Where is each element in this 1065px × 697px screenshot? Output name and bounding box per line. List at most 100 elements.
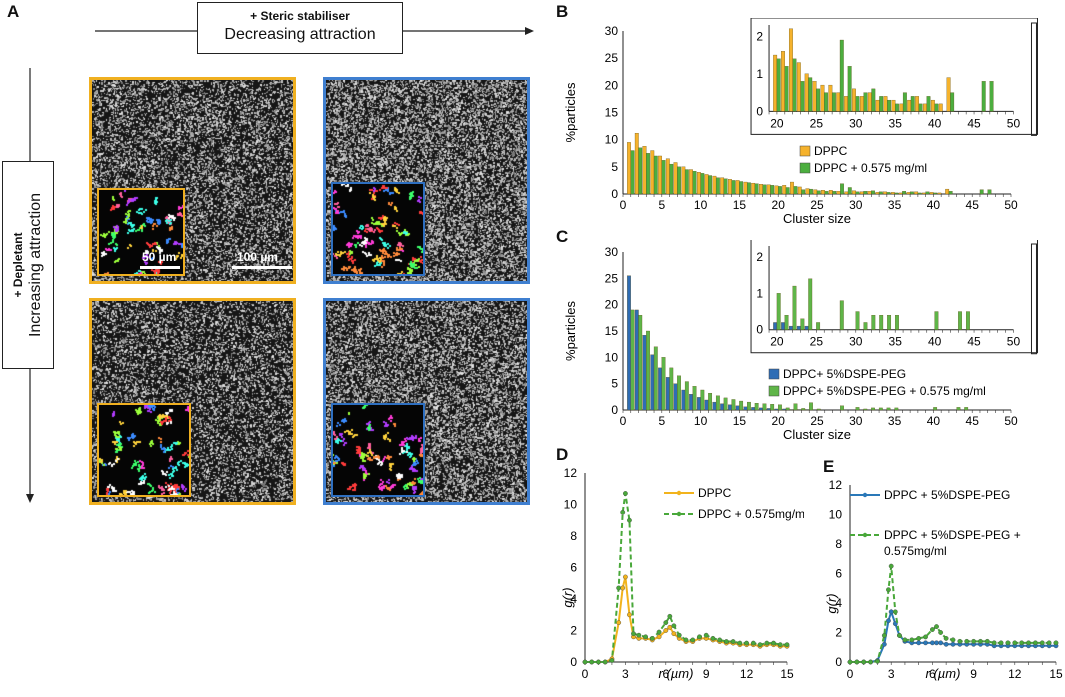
bar-series1 — [727, 404, 732, 411]
inset-bar-series2 — [839, 39, 844, 112]
inset-bar-series1 — [923, 103, 927, 112]
bar-series1 — [906, 192, 911, 195]
bar-series1 — [673, 383, 678, 411]
data-point — [909, 637, 915, 643]
data-point — [1032, 640, 1038, 646]
data-point — [602, 659, 608, 665]
data-point — [663, 628, 669, 633]
inset-bar-series1 — [796, 62, 801, 112]
bar-series2 — [979, 189, 984, 195]
inset-bar-series2 — [792, 58, 797, 112]
inset-bar-series2 — [855, 311, 860, 330]
bar-series1 — [766, 184, 771, 195]
legend-swatch — [799, 162, 811, 174]
y-tick-label: 25 — [605, 51, 619, 65]
inset-x-tick-label: 40 — [928, 116, 942, 130]
bar-series1 — [658, 155, 662, 195]
y-tick-label: 10 — [829, 508, 843, 522]
x-tick-label: 45 — [966, 414, 980, 428]
bar-series2 — [677, 375, 681, 411]
data-point — [943, 641, 949, 647]
bar-series1 — [665, 377, 670, 411]
series-line-1 — [585, 576, 787, 663]
bar-series1 — [852, 190, 856, 195]
bar-series1 — [883, 191, 887, 195]
x-tick-label: 12 — [1008, 667, 1022, 681]
y-tick-label: 12 — [829, 478, 843, 492]
data-point — [957, 638, 963, 644]
cluster-inset-dppc-depletant — [97, 403, 191, 497]
data-point — [697, 634, 702, 640]
bar-series2 — [948, 191, 953, 195]
inset-bar-series2 — [824, 92, 828, 112]
data-point — [888, 563, 894, 569]
inset-bar-series2 — [784, 315, 789, 330]
x-tick-label: 20 — [772, 198, 786, 212]
inset-bar-series2 — [792, 285, 797, 330]
inset-bar-series2 — [989, 81, 994, 112]
data-point — [623, 491, 628, 496]
bar-series1 — [743, 406, 748, 411]
bar-series2 — [770, 404, 775, 411]
y-tick-label: 0 — [835, 655, 842, 669]
y-tick-label: 20 — [605, 298, 619, 312]
bar-series2 — [878, 191, 883, 195]
x-tick-label: 10 — [694, 414, 708, 428]
inset-x-tick-label: 35 — [889, 116, 903, 130]
bar-series2 — [987, 189, 992, 195]
inset-x-tick-label: 20 — [770, 335, 784, 349]
inset-bar-series2 — [871, 315, 876, 330]
y-tick-label: 4 — [570, 592, 577, 606]
y-axis-label: g(r) — [824, 593, 839, 613]
x-tick-label: 30 — [849, 414, 863, 428]
data-point — [616, 620, 622, 626]
inset-x-tick-label: 45 — [967, 116, 981, 130]
y-tick-label: 6 — [570, 561, 577, 575]
inset-bar-series2 — [895, 315, 899, 330]
bar-series2 — [723, 178, 728, 195]
scale-label-100um: 100 µm — [237, 250, 278, 264]
inset-bar-series2 — [776, 58, 781, 112]
data-point — [777, 642, 783, 648]
inset-y-tick-label: 0 — [756, 104, 763, 118]
bar-series2 — [816, 408, 821, 411]
inset-bar-series1 — [883, 96, 888, 112]
bar-series2 — [840, 183, 844, 195]
x-tick-label: 6 — [929, 667, 936, 681]
inset-bar-series2 — [981, 81, 986, 112]
y-tick-label: 10 — [605, 350, 619, 364]
data-point — [886, 618, 891, 624]
inset-bar-series2 — [816, 322, 821, 330]
bar-series1 — [921, 192, 926, 195]
inset-bar-series2 — [934, 103, 939, 112]
inset-x-tick-label: 45 — [967, 335, 981, 349]
inset-bar-series2 — [902, 92, 907, 112]
inset-bar-series2 — [847, 66, 852, 112]
data-point — [582, 659, 588, 665]
panel-label-a: A — [7, 2, 20, 21]
legend-label: DPPC+ 5%DSPE-PEG + 0.575 mg/ml — [783, 384, 986, 398]
panel-label-d: D — [556, 445, 569, 464]
bar-series2 — [692, 171, 697, 195]
x-tick-label: 0 — [847, 667, 854, 681]
bar-series1 — [673, 162, 678, 195]
bar-series1 — [704, 399, 709, 411]
data-point — [943, 635, 949, 641]
bar-series1 — [689, 169, 693, 195]
inset-frame — [750, 240, 1038, 354]
inset-bar-series1 — [930, 99, 935, 112]
bar-series2 — [762, 184, 767, 195]
bar-series2 — [855, 407, 860, 411]
bar-series2 — [902, 191, 907, 195]
data-point — [998, 640, 1004, 646]
inset-bar-series2 — [816, 88, 821, 112]
decreasing-attraction-label: Decreasing attraction — [224, 26, 376, 43]
inset-bar-series2 — [926, 96, 931, 112]
legend-label: DPPC + 5%DSPE-PEG + — [884, 528, 1021, 542]
bar-series2 — [661, 357, 666, 411]
panel-label-b: B — [556, 2, 569, 21]
y-tick-label: 15 — [605, 324, 619, 338]
bar-series2 — [778, 404, 782, 411]
data-point — [868, 659, 873, 665]
steric-stabiliser-label: + Steric stabiliser — [250, 9, 350, 23]
